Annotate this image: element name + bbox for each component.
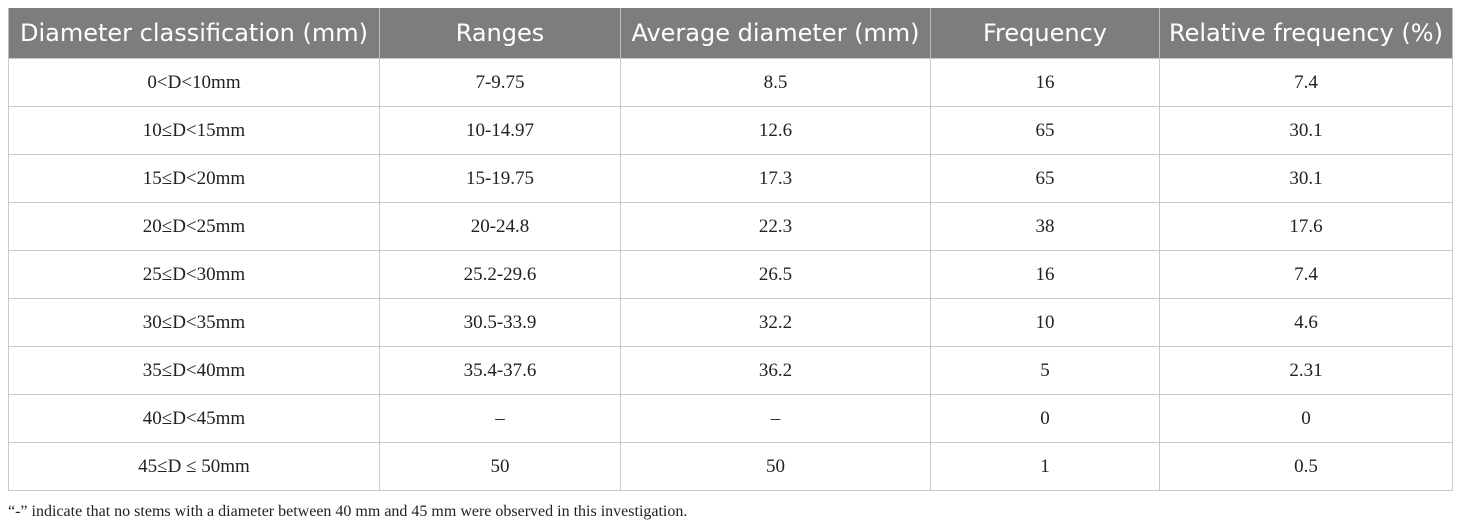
- cell-relative-frequency: 4.6: [1159, 298, 1453, 347]
- cell-frequency: 16: [930, 250, 1160, 299]
- diameter-classification-table: Diameter classification (mm) Ranges Aver…: [8, 8, 1453, 491]
- table-row: 40≤D<45mm – – 0 0: [8, 394, 1453, 443]
- cell-average-diameter: 36.2: [620, 346, 931, 395]
- cell-range: 10-14.97: [379, 106, 621, 155]
- cell-diameter-class: 40≤D<45mm: [8, 394, 380, 443]
- cell-diameter-class: 25≤D<30mm: [8, 250, 380, 299]
- cell-average-diameter: 17.3: [620, 154, 931, 203]
- cell-range: 35.4-37.6: [379, 346, 621, 395]
- data-table-container: Diameter classification (mm) Ranges Aver…: [8, 8, 1453, 491]
- cell-average-diameter: 32.2: [620, 298, 931, 347]
- table-row: 20≤D<25mm 20-24.8 22.3 38 17.6: [8, 202, 1453, 251]
- cell-average-diameter: –: [620, 394, 931, 443]
- cell-diameter-class: 15≤D<20mm: [8, 154, 380, 203]
- cell-relative-frequency: 7.4: [1159, 58, 1453, 107]
- table-row: 15≤D<20mm 15-19.75 17.3 65 30.1: [8, 154, 1453, 203]
- cell-diameter-class: 30≤D<35mm: [8, 298, 380, 347]
- cell-range: 30.5-33.9: [379, 298, 621, 347]
- cell-average-diameter: 8.5: [620, 58, 931, 107]
- cell-average-diameter: 50: [620, 442, 931, 491]
- cell-relative-frequency: 30.1: [1159, 154, 1453, 203]
- cell-frequency: 5: [930, 346, 1160, 395]
- cell-frequency: 0: [930, 394, 1160, 443]
- cell-frequency: 65: [930, 106, 1160, 155]
- table-header-row: Diameter classification (mm) Ranges Aver…: [8, 8, 1453, 59]
- cell-average-diameter: 26.5: [620, 250, 931, 299]
- table-footnote: “-” indicate that no stems with a diamet…: [8, 503, 688, 520]
- cell-relative-frequency: 0.5: [1159, 442, 1453, 491]
- cell-average-diameter: 12.6: [620, 106, 931, 155]
- cell-diameter-class: 0<D<10mm: [8, 58, 380, 107]
- cell-frequency: 38: [930, 202, 1160, 251]
- cell-diameter-class: 10≤D<15mm: [8, 106, 380, 155]
- cell-frequency: 65: [930, 154, 1160, 203]
- cell-range: 15-19.75: [379, 154, 621, 203]
- cell-range: 50: [379, 442, 621, 491]
- header-average-diameter: Average diameter (mm): [620, 8, 931, 59]
- cell-relative-frequency: 17.6: [1159, 202, 1453, 251]
- table-row: 25≤D<30mm 25.2-29.6 26.5 16 7.4: [8, 250, 1453, 299]
- header-ranges: Ranges: [379, 8, 621, 59]
- cell-range: –: [379, 394, 621, 443]
- cell-relative-frequency: 30.1: [1159, 106, 1453, 155]
- cell-range: 20-24.8: [379, 202, 621, 251]
- cell-diameter-class: 45≤D ≤ 50mm: [8, 442, 380, 491]
- cell-relative-frequency: 2.31: [1159, 346, 1453, 395]
- cell-range: 25.2-29.6: [379, 250, 621, 299]
- cell-frequency: 16: [930, 58, 1160, 107]
- cell-frequency: 10: [930, 298, 1160, 347]
- table-row: 35≤D<40mm 35.4-37.6 36.2 5 2.31: [8, 346, 1453, 395]
- cell-diameter-class: 20≤D<25mm: [8, 202, 380, 251]
- table-row: 0<D<10mm 7-9.75 8.5 16 7.4: [8, 58, 1453, 107]
- header-frequency: Frequency: [930, 8, 1160, 59]
- header-relative-frequency: Relative frequency (%): [1159, 8, 1453, 59]
- cell-range: 7-9.75: [379, 58, 621, 107]
- table-row: 10≤D<15mm 10-14.97 12.6 65 30.1: [8, 106, 1453, 155]
- cell-frequency: 1: [930, 442, 1160, 491]
- cell-relative-frequency: 0: [1159, 394, 1453, 443]
- header-diameter-classification: Diameter classification (mm): [8, 8, 380, 59]
- cell-relative-frequency: 7.4: [1159, 250, 1453, 299]
- cell-diameter-class: 35≤D<40mm: [8, 346, 380, 395]
- cell-average-diameter: 22.3: [620, 202, 931, 251]
- table-row: 45≤D ≤ 50mm 50 50 1 0.5: [8, 442, 1453, 491]
- table-row: 30≤D<35mm 30.5-33.9 32.2 10 4.6: [8, 298, 1453, 347]
